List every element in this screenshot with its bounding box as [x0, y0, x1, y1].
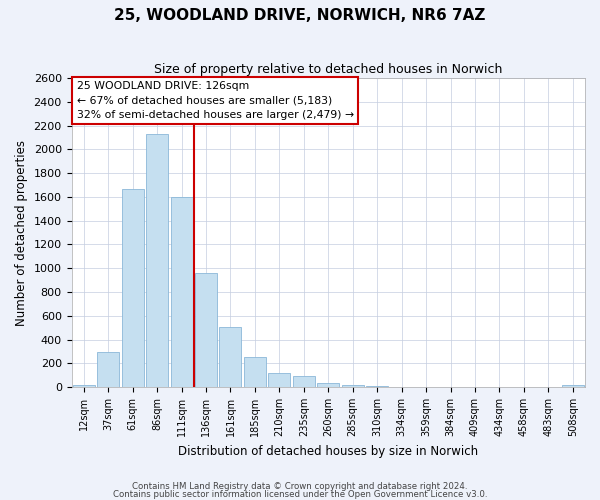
- Bar: [342, 386, 364, 387]
- Bar: [170, 197, 193, 387]
- Bar: [97, 352, 119, 387]
- Text: Contains public sector information licensed under the Open Government Licence v3: Contains public sector information licen…: [113, 490, 487, 499]
- Text: 25 WOODLAND DRIVE: 126sqm
← 67% of detached houses are smaller (5,183)
32% of se: 25 WOODLAND DRIVE: 126sqm ← 67% of detac…: [77, 81, 354, 120]
- Bar: [195, 273, 217, 387]
- Bar: [268, 373, 290, 387]
- Bar: [244, 358, 266, 387]
- Bar: [562, 386, 584, 387]
- Bar: [293, 376, 315, 387]
- Bar: [146, 134, 168, 387]
- Text: 25, WOODLAND DRIVE, NORWICH, NR6 7AZ: 25, WOODLAND DRIVE, NORWICH, NR6 7AZ: [115, 8, 485, 22]
- X-axis label: Distribution of detached houses by size in Norwich: Distribution of detached houses by size …: [178, 444, 478, 458]
- Title: Size of property relative to detached houses in Norwich: Size of property relative to detached ho…: [154, 62, 502, 76]
- Bar: [220, 327, 241, 387]
- Bar: [73, 384, 95, 387]
- Bar: [366, 386, 388, 387]
- Text: Contains HM Land Registry data © Crown copyright and database right 2024.: Contains HM Land Registry data © Crown c…: [132, 482, 468, 491]
- Y-axis label: Number of detached properties: Number of detached properties: [15, 140, 28, 326]
- Bar: [317, 384, 339, 387]
- Bar: [122, 188, 143, 387]
